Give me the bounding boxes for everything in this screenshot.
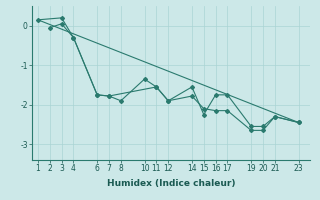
X-axis label: Humidex (Indice chaleur): Humidex (Indice chaleur) <box>107 179 236 188</box>
